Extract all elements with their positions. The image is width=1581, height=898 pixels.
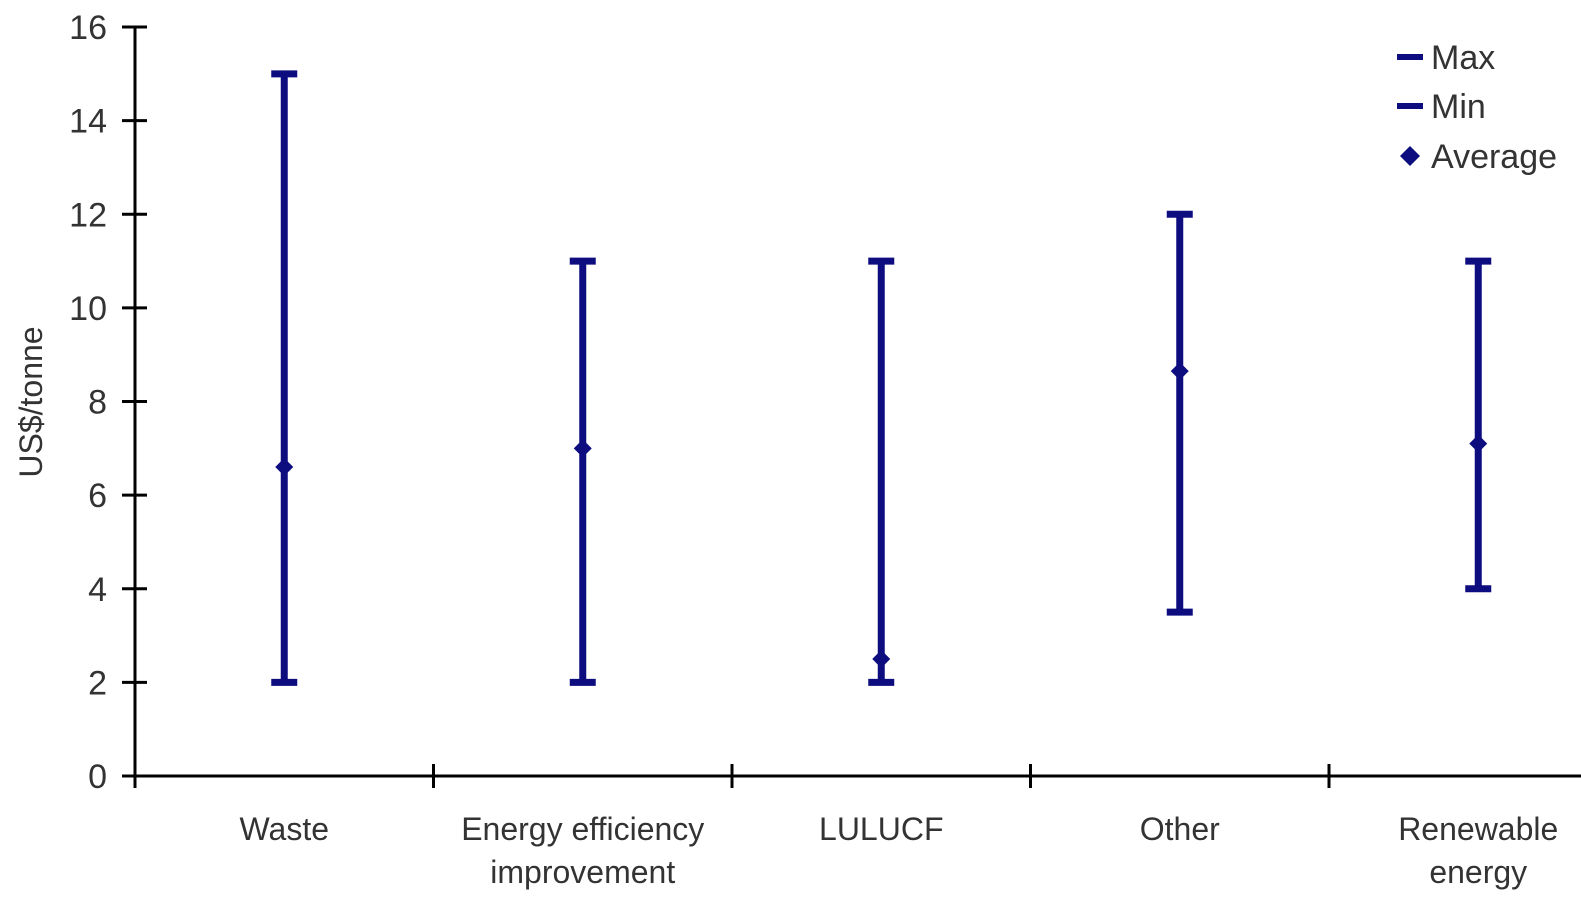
y-tick-label: 4 [88,571,107,609]
x-category-label: improvement [490,854,675,890]
y-tick-label: 6 [88,477,107,515]
legend-label: Min [1431,88,1486,126]
range-group [271,70,298,686]
y-tick-label: 16 [69,9,107,47]
x-category-label: Energy efficiency [461,811,704,847]
y-tick-label: 8 [88,384,107,422]
plot-marks [271,70,1492,686]
average-marker [872,649,891,668]
average-marker [1170,362,1189,381]
range-group [1166,210,1193,616]
y-tick-label: 2 [88,664,107,702]
average-marker [573,439,592,458]
legend: Max Min Average [1397,39,1557,176]
average-marker [275,458,294,477]
legend-average-swatch [1400,146,1420,166]
legend-label: Average [1431,138,1557,176]
x-axis: Waste Energy efficiency improvement LULUCF O… [135,764,1581,890]
y-tick-label: 14 [69,103,107,141]
x-category-label: Other [1140,811,1220,847]
x-category-label: energy [1429,854,1527,890]
range-group [1465,257,1492,593]
y-axis-title: US$/tonne [13,326,49,477]
average-marker [1469,434,1488,453]
y-axis-title-group: US$/tonne [13,326,49,477]
range-group [569,257,596,686]
x-category-label: Renewable [1398,811,1558,847]
y-axis: 0 2 4 6 8 10 12 14 16 [69,9,147,796]
x-category-label: LULUCF [819,811,943,847]
y-tick-label: 12 [69,196,107,234]
x-category-label: Waste [240,811,330,847]
y-tick-label: 0 [88,758,107,796]
legend-label: Max [1431,39,1495,77]
range-group [868,257,895,686]
y-tick-label: 10 [69,290,107,328]
